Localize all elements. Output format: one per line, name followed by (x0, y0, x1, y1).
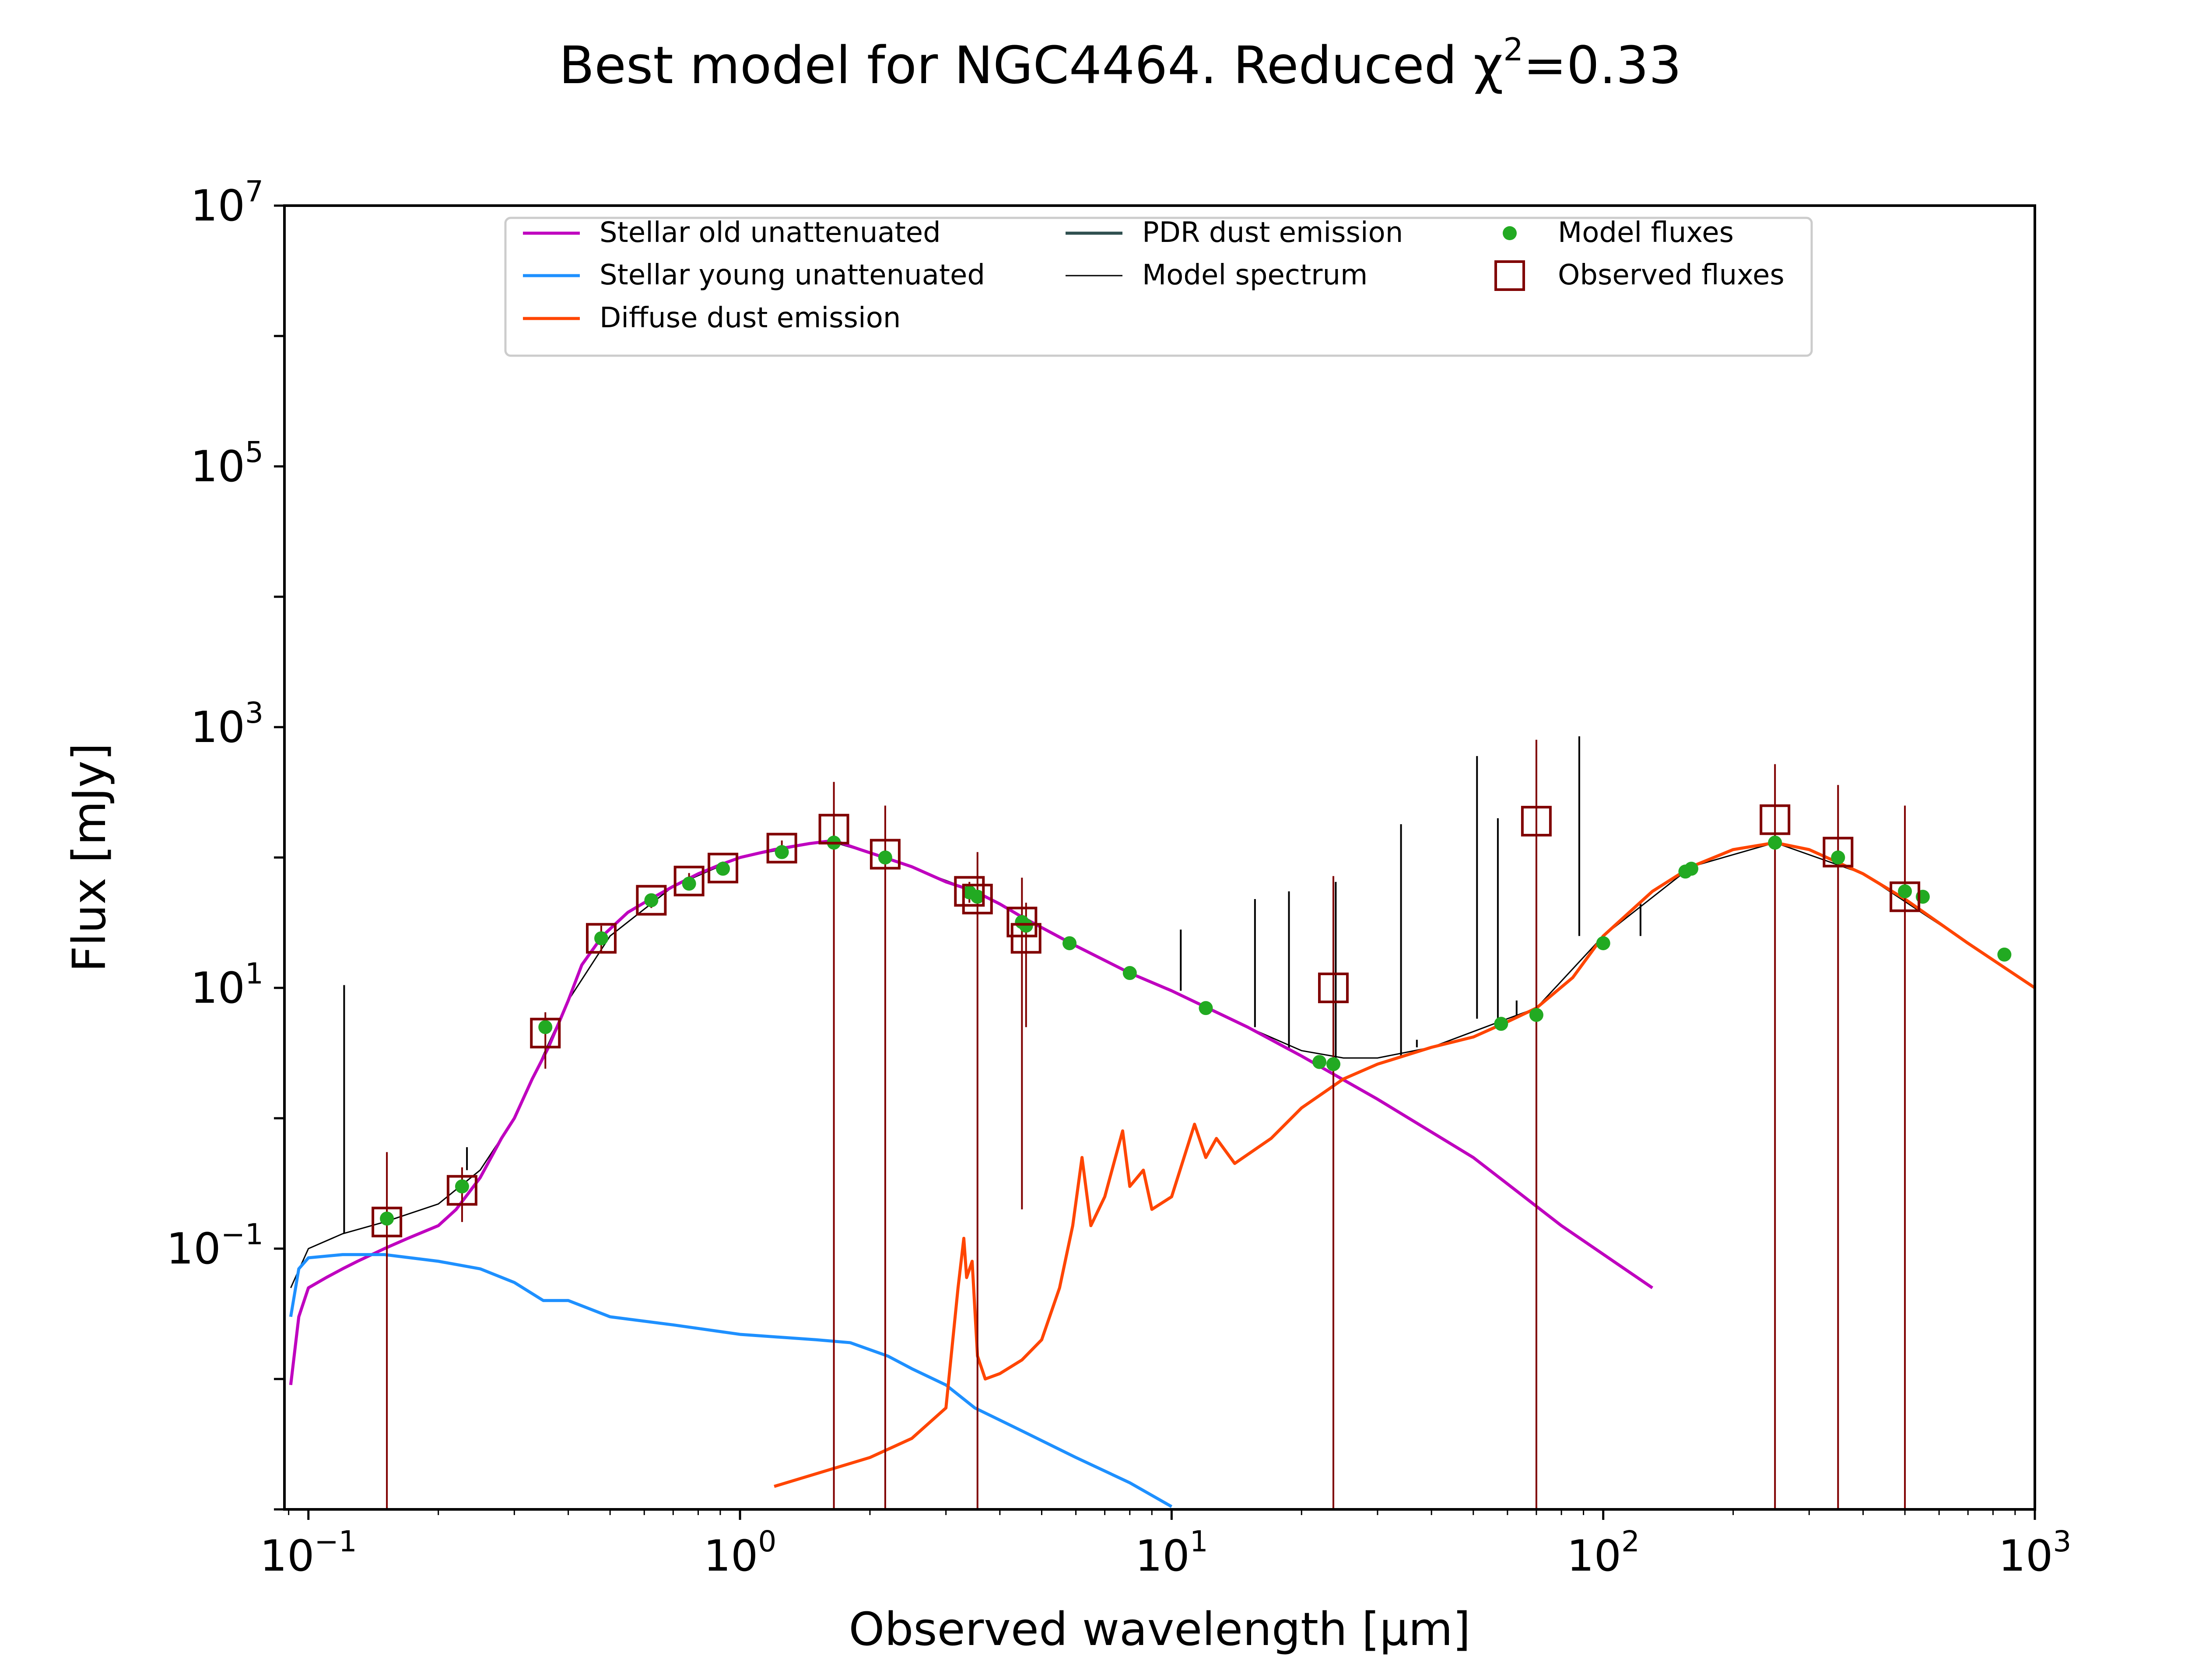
model-flux-point (1684, 861, 1699, 876)
model-flux-point (644, 893, 659, 907)
plot-frame (283, 204, 2036, 1511)
model-flux-point (1494, 1017, 1508, 1031)
x-tick-label: 103 (1999, 1525, 2072, 1581)
legend-swatch (1494, 260, 1525, 291)
model-flux-point (1199, 1001, 1213, 1015)
observed-flux-marker (1823, 836, 1854, 868)
chart-title: Best model for NGC4464. Reduced χ2=0.33 (559, 31, 1681, 95)
legend-label: Observed fluxes (1558, 259, 1785, 291)
series-model-spectrum (290, 840, 2035, 1288)
observed-flux-marker (673, 865, 705, 896)
series-diffuse-dust-emission (774, 841, 2035, 1488)
y-tick-label: 10−1 (166, 1218, 263, 1274)
y-tick-label: 105 (190, 435, 263, 492)
observed-flux-marker (818, 814, 849, 845)
legend-label: Model spectrum (1142, 259, 1368, 291)
x-tick-label: 102 (1567, 1525, 1640, 1581)
observed-flux-marker (530, 1018, 561, 1049)
y-axis: 10−1 101 103 105 107 (166, 175, 284, 1511)
x-tick-label: 101 (1135, 1525, 1208, 1581)
series-stellar-young-unattenuated (289, 1253, 1173, 1508)
model-flux-point (682, 876, 696, 891)
observed-flux-marker (1760, 804, 1791, 835)
y-tick-label: 101 (190, 957, 263, 1013)
model-flux-point (1831, 850, 1845, 864)
y-tick-label: 103 (190, 696, 263, 752)
observed-flux-marker (586, 923, 617, 954)
observed-flux-marker (766, 833, 797, 864)
observed-flux-marker (708, 853, 739, 884)
legend-swatch (1503, 226, 1517, 240)
model-flux-point (594, 931, 608, 945)
legend-box (504, 217, 1813, 357)
observed-flux-marker (1318, 973, 1349, 1003)
model-flux-point (1596, 936, 1610, 950)
observed-flux-marker (446, 1175, 477, 1206)
observed-flux-marker (870, 839, 901, 870)
model-flux-point (1019, 918, 1033, 933)
x-tick-label: 100 (704, 1525, 777, 1581)
model-flux-point (970, 889, 985, 904)
legend-item-model-fluxes: Model fluxes (1503, 217, 1734, 249)
legend: Stellar old unattenuated Stellar young un… (504, 217, 1813, 357)
model-flux-point (455, 1179, 469, 1194)
model-flux-point (775, 845, 789, 859)
observed-flux-marker (636, 885, 667, 916)
observed-flux-marker (1006, 906, 1038, 938)
y-tick-label: 107 (190, 175, 263, 231)
model-flux-point (538, 1020, 553, 1034)
observed-flux-marker (1890, 881, 1921, 912)
observed-flux-marker (962, 883, 993, 914)
x-axis: 10−1 100 101 102 103 (260, 1509, 2072, 1581)
legend-item-observed-fluxes: Observed fluxes (1494, 259, 1785, 291)
model-flux-point (1898, 884, 1912, 899)
observed-flux-marker (372, 1207, 403, 1238)
series-stellar-old-unattenuated (289, 839, 1654, 1386)
model-flux-point (1062, 936, 1077, 950)
y-axis-label: Flux [mJy] (63, 743, 116, 972)
legend-item-stellar-young-unattenuated: Stellar young unattenuated (523, 259, 985, 291)
model-flux-point (878, 850, 892, 864)
legend-item-diffuse-dust-emission: Diffuse dust emission (523, 302, 901, 334)
observed-flux-marker (1010, 923, 1041, 954)
observed-flux-marker (954, 876, 985, 907)
model-flux-point (716, 861, 730, 876)
legend-label: Stellar old unattenuated (600, 217, 941, 249)
model-flux-point (1529, 1008, 1543, 1022)
model-flux-point (380, 1211, 394, 1226)
model-flux-point (1122, 966, 1137, 980)
legend-label: Diffuse dust emission (600, 302, 901, 334)
model-flux-point (1997, 947, 2012, 962)
model-flux-point (1326, 1057, 1340, 1071)
observed-flux-marker (1521, 805, 1552, 836)
legend-item-pdr-dust-emission: PDR dust emission (1066, 217, 1403, 249)
model-flux-point (1312, 1055, 1327, 1069)
legend-item-stellar-old-unattenuated: Stellar old unattenuated (523, 217, 941, 249)
legend-label: Model fluxes (1558, 217, 1734, 249)
legend-label: PDR dust emission (1142, 217, 1403, 249)
legend-label: Stellar young unattenuated (600, 259, 985, 291)
plot-area (289, 736, 2035, 1509)
x-tick-label: 10−1 (260, 1525, 357, 1581)
x-axis-label: Observed wavelength [μm] (849, 1603, 1471, 1656)
legend-item-model-spectrum: Model spectrum (1066, 259, 1368, 291)
model-flux-point (1768, 836, 1782, 850)
